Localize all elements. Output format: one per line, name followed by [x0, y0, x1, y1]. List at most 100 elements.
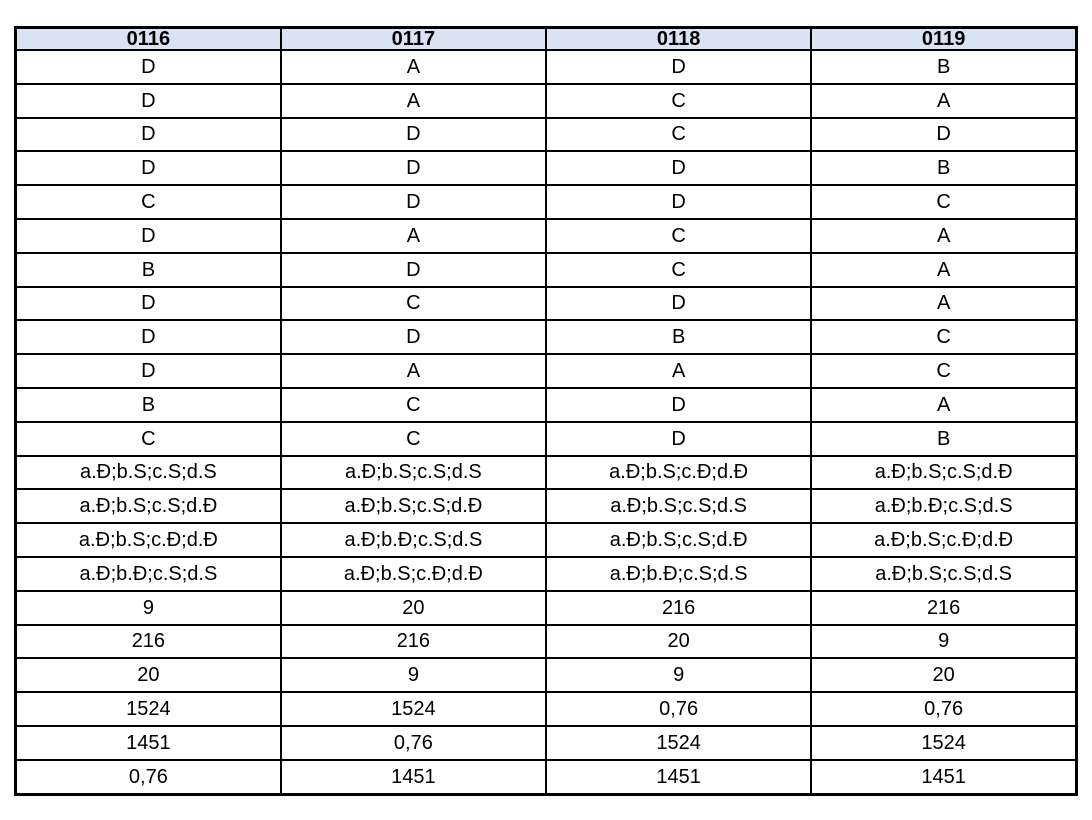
- table-cell: A: [279, 217, 548, 254]
- table-cell: a.Đ;b.S;c.S;d.S: [544, 488, 813, 525]
- table-row: 0,76 1451 1451 1451: [14, 758, 1078, 796]
- table-cell: A: [810, 82, 1078, 119]
- table-cell: D: [279, 251, 548, 288]
- table-cell: a.Đ;b.S;c.S;d.S: [279, 454, 548, 491]
- table-row: 216 216 20 9: [14, 623, 1078, 660]
- table-cell: D: [14, 116, 282, 153]
- table-cell: 0,76: [810, 691, 1078, 727]
- table-cell: 0,76: [544, 691, 813, 727]
- table-cell: D: [279, 319, 548, 356]
- table-cell: 216: [14, 623, 282, 660]
- table-cell: B: [810, 420, 1078, 457]
- table-row: a.Đ;b.S;c.S;d.Đ a.Đ;b.S;c.S;d.Đ a.Đ;b.S;c.…: [14, 488, 1078, 525]
- column-header: 0119: [810, 26, 1078, 51]
- table-cell: a.Đ;b.S;c.S;d.Đ: [14, 488, 282, 525]
- table-cell: 20: [279, 589, 548, 626]
- table-cell: C: [810, 319, 1078, 356]
- table-cell: B: [544, 319, 813, 356]
- table-cell: 9: [279, 657, 548, 694]
- table-row: 1524 1524 0,76 0,76: [14, 691, 1078, 727]
- table-cell: D: [14, 353, 282, 389]
- table-cell: D: [544, 285, 813, 322]
- table-cell: B: [810, 150, 1078, 187]
- table-cell: 1524: [544, 724, 813, 761]
- table-cell: B: [14, 386, 282, 423]
- table-cell: 1451: [279, 758, 548, 796]
- table-cell: 0,76: [279, 724, 548, 761]
- table-cell: 20: [544, 623, 813, 660]
- table-cell: 1451: [544, 758, 813, 796]
- table-cell: A: [279, 353, 548, 389]
- table-row: a.Đ;b.S;c.Đ;d.Đ a.Đ;b.Đ;c.S;d.S a.Đ;b.S;c.…: [14, 522, 1078, 558]
- table-cell: 1524: [810, 724, 1078, 761]
- table-cell: A: [810, 285, 1078, 322]
- table-cell: a.Đ;b.S;c.S;d.S: [810, 555, 1078, 592]
- table-cell: C: [14, 420, 282, 457]
- table-cell: A: [279, 49, 548, 85]
- table-cell: A: [544, 353, 813, 389]
- table-row: 20 9 9 20: [14, 657, 1078, 694]
- table-cell: C: [544, 251, 813, 288]
- table-cell: a.Đ;b.S;c.Đ;d.Đ: [14, 522, 282, 558]
- table-cell: D: [544, 150, 813, 187]
- table-cell: 1451: [14, 724, 282, 761]
- table-cell: A: [279, 82, 548, 119]
- table-cell: A: [810, 251, 1078, 288]
- table-cell: B: [14, 251, 282, 288]
- table-cell: B: [810, 49, 1078, 85]
- table-cell: C: [810, 184, 1078, 220]
- table-cell: a.Đ;b.S;c.S;d.Đ: [279, 488, 548, 525]
- table-cell: a.Đ;b.Đ;c.S;d.S: [279, 522, 548, 558]
- table-cell: D: [810, 116, 1078, 153]
- table-cell: C: [810, 353, 1078, 389]
- table-cell: a.Đ;b.S;c.S;d.Đ: [544, 522, 813, 558]
- table-cell: C: [279, 420, 548, 457]
- table-cell: D: [14, 150, 282, 187]
- table-cell: 216: [810, 589, 1078, 626]
- table-cell: D: [544, 420, 813, 457]
- table-cell: 1451: [810, 758, 1078, 796]
- table-cell: C: [544, 217, 813, 254]
- table-cell: 9: [14, 589, 282, 626]
- table-cell: C: [279, 386, 548, 423]
- table-cell: a.Đ;b.Đ;c.S;d.S: [544, 555, 813, 592]
- table-cell: D: [544, 184, 813, 220]
- table-cell: 20: [810, 657, 1078, 694]
- table-cell: D: [279, 150, 548, 187]
- table-cell: 1524: [14, 691, 282, 727]
- table-cell: a.Đ;b.S;c.Đ;d.Đ: [279, 555, 548, 592]
- table-cell: C: [14, 184, 282, 220]
- table-cell: C: [279, 285, 548, 322]
- table-cell: C: [544, 116, 813, 153]
- table-cell: 9: [544, 657, 813, 694]
- table-cell: 20: [14, 657, 282, 694]
- table-cell: a.Đ;b.S;c.Đ;d.Đ: [544, 454, 813, 491]
- header-row: 0116 0117 0118 0119: [14, 26, 1078, 51]
- column-header: 0116: [14, 26, 282, 51]
- table-row: 1451 0,76 1524 1524: [14, 724, 1078, 761]
- table-cell: 0,76: [14, 758, 282, 796]
- table-cell: C: [544, 82, 813, 119]
- table-cell: 216: [279, 623, 548, 660]
- table-cell: a.Đ;b.Đ;c.S;d.S: [810, 488, 1078, 525]
- table-cell: D: [14, 49, 282, 85]
- table-cell: D: [279, 184, 548, 220]
- table-cell: D: [544, 49, 813, 85]
- table-cell: 1524: [279, 691, 548, 727]
- table-row: a.Đ;b.S;c.S;d.S a.Đ;b.S;c.S;d.S a.Đ;b.S;c.…: [14, 454, 1078, 491]
- table-cell: 216: [544, 589, 813, 626]
- table-header: 0116 0117 0118 0119: [14, 26, 1078, 51]
